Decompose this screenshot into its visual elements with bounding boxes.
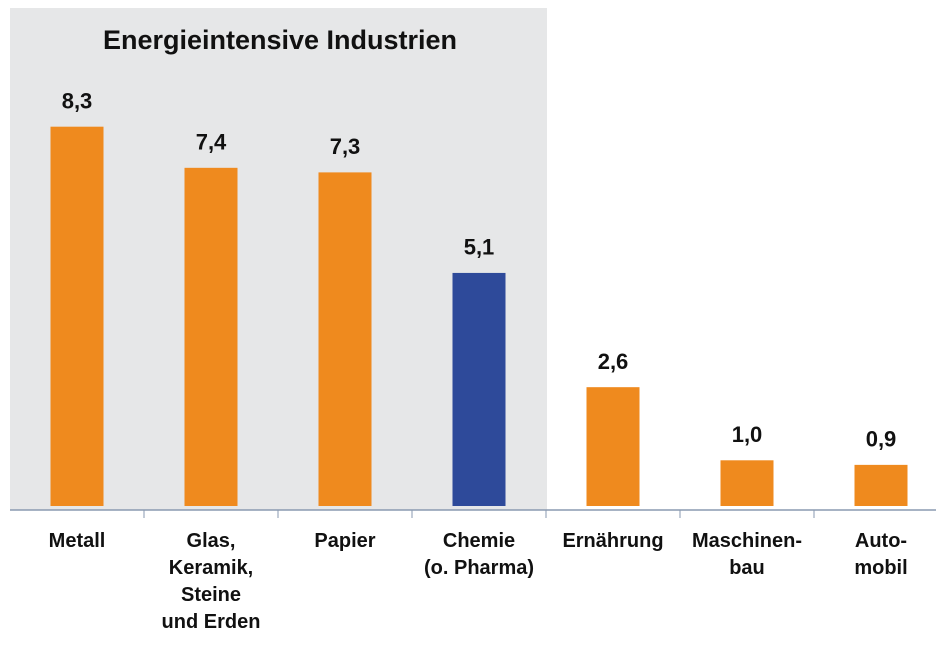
x-tick-label: Papier xyxy=(314,530,375,552)
bar xyxy=(854,464,908,506)
data-label: 2,6 xyxy=(598,349,629,374)
data-label: 0,9 xyxy=(866,427,897,452)
data-label: 5,1 xyxy=(464,235,495,260)
x-tick-label: Maschinen-bau xyxy=(692,530,802,579)
chart-title: Energieintensive Industrien xyxy=(103,25,457,55)
x-tick-label: Glas, Keramik, Steine und Erden xyxy=(162,530,261,633)
bar xyxy=(184,167,238,506)
bar xyxy=(720,460,774,506)
data-label: 1,0 xyxy=(732,422,763,447)
data-label: 7,4 xyxy=(196,130,227,155)
bar xyxy=(586,387,640,506)
bar xyxy=(452,272,506,506)
data-label: 8,3 xyxy=(62,89,93,114)
x-tick-label: Metall xyxy=(49,530,106,552)
data-label: 7,3 xyxy=(330,134,361,159)
bar xyxy=(318,172,372,506)
bar xyxy=(50,126,104,506)
x-tick-label: Ernährung xyxy=(562,530,663,552)
x-tick-label: Chemie (o. Pharma) xyxy=(424,530,534,579)
x-tick-label: Auto-mobil xyxy=(854,530,907,579)
